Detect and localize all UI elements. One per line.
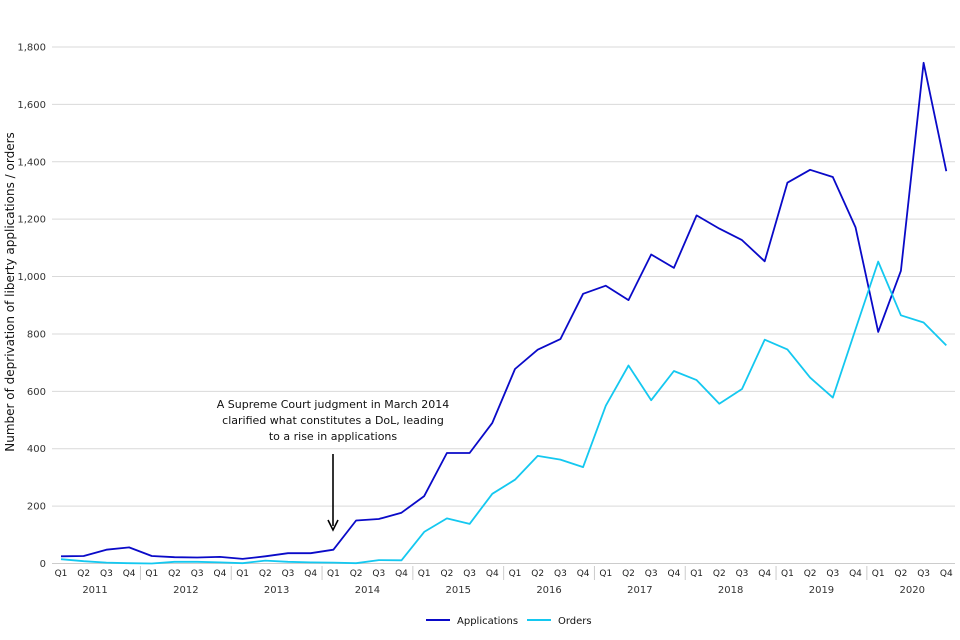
x-tick-quarter: Q4 xyxy=(123,569,136,579)
x-tick-quarter: Q3 xyxy=(372,569,385,579)
x-tick-quarter: Q2 xyxy=(168,569,181,579)
x-tick-quarter: Q4 xyxy=(940,569,953,579)
annotation-line-3: to a rise in applications xyxy=(269,430,398,443)
x-tick-quarter: Q2 xyxy=(440,569,453,579)
x-tick-quarter: Q3 xyxy=(463,569,476,579)
legend-applications-label: Applications xyxy=(457,616,518,627)
legend-orders-label: Orders xyxy=(558,616,592,627)
x-tick-quarter: Q3 xyxy=(191,569,204,579)
x-tick-quarter: Q2 xyxy=(804,569,817,579)
y-axis-label: Number of deprivation of liberty applica… xyxy=(3,132,17,452)
y-tick-label: 800 xyxy=(27,329,46,340)
x-tick-quarter: Q2 xyxy=(622,569,635,579)
annotation: A Supreme Court judgment in March 2014 c… xyxy=(217,398,450,532)
x-tick-quarter: Q1 xyxy=(418,569,431,579)
y-tick-label: 1,200 xyxy=(17,215,46,226)
series-line-orders xyxy=(60,260,947,565)
x-tick-quarter: Q1 xyxy=(599,569,612,579)
x-tick-quarter: Q4 xyxy=(758,569,771,579)
x-tick-quarter: Q1 xyxy=(872,569,885,579)
x-tick-quarter: Q4 xyxy=(486,569,499,579)
x-tick-quarter: Q4 xyxy=(304,569,317,579)
legend: Applications Orders xyxy=(426,616,592,627)
x-tick-quarter: Q2 xyxy=(531,569,544,579)
y-tick-label: 600 xyxy=(27,387,46,398)
x-tick-year: 2014 xyxy=(355,585,380,596)
x-tick-quarter: Q4 xyxy=(395,569,408,579)
y-tick-label: 400 xyxy=(27,444,46,455)
x-tick-year: 2016 xyxy=(536,585,561,596)
y-tick-label: 0 xyxy=(40,559,46,570)
x-tick-year: 2019 xyxy=(809,585,834,596)
x-tick-quarter: Q2 xyxy=(350,569,363,579)
x-tick-year: 2018 xyxy=(718,585,743,596)
x-tick-quarter: Q1 xyxy=(55,569,68,579)
x-tick-quarter: Q1 xyxy=(509,569,522,579)
x-tick-quarter: Q3 xyxy=(554,569,567,579)
x-tick-quarter: Q2 xyxy=(259,569,272,579)
x-tick-quarter: Q1 xyxy=(145,569,158,579)
x-tick-quarter: Q2 xyxy=(894,569,907,579)
x-tick-quarter: Q3 xyxy=(282,569,295,579)
annotation-line-1: A Supreme Court judgment in March 2014 xyxy=(217,398,450,411)
x-tick-quarter: Q1 xyxy=(236,569,249,579)
y-tick-label: 1,400 xyxy=(17,157,46,168)
series-line-applications xyxy=(60,61,948,560)
x-tick-quarter: Q3 xyxy=(645,569,658,579)
x-tick-quarter: Q2 xyxy=(713,569,726,579)
x-tick-quarter: Q1 xyxy=(781,569,794,579)
x-tick-year: 2011 xyxy=(82,585,107,596)
x-tick-quarter: Q3 xyxy=(100,569,113,579)
x-tick-year: 2012 xyxy=(173,585,198,596)
y-tick-label: 1,600 xyxy=(17,100,46,111)
x-tick-quarter: Q3 xyxy=(917,569,930,579)
x-tick-quarter: Q4 xyxy=(667,569,680,579)
x-tick-year: 2013 xyxy=(264,585,289,596)
x-tick-quarter: Q3 xyxy=(736,569,749,579)
y-axis-ticks: 0 200 400 600 800 1,000 1,200 1,400 1,600 1,800 xyxy=(17,43,46,571)
y-tick-label: 1,000 xyxy=(17,272,46,283)
x-tick-quarter: Q3 xyxy=(826,569,839,579)
gridlines xyxy=(52,46,955,507)
x-tick-year: 2017 xyxy=(627,585,652,596)
x-tick-quarter: Q1 xyxy=(690,569,703,579)
x-tick-quarter: Q4 xyxy=(849,569,862,579)
annotation-line-2: clarified what constitutes a DoL, leadin… xyxy=(222,414,444,427)
series-lines xyxy=(60,61,948,565)
y-tick-label: 200 xyxy=(27,502,46,513)
x-tick-year: 2020 xyxy=(900,585,925,596)
x-tick-quarter: Q4 xyxy=(213,569,226,579)
x-tick-year: 2015 xyxy=(446,585,471,596)
x-axis: Q1 Q2 Q3 Q4 Q1 Q2 Q3 Q4 Q1 Q2 Q3 Q4 Q1 Q2 Q3 Q4 Q1 Q2 Q3 Q4… xyxy=(52,563,955,596)
x-tick-quarter: Q4 xyxy=(577,569,590,579)
y-tick-label: 1,800 xyxy=(17,43,46,54)
annotation-arrow-head xyxy=(327,519,339,532)
x-tick-quarter: Q1 xyxy=(327,569,340,579)
x-tick-quarter: Q2 xyxy=(77,569,90,579)
